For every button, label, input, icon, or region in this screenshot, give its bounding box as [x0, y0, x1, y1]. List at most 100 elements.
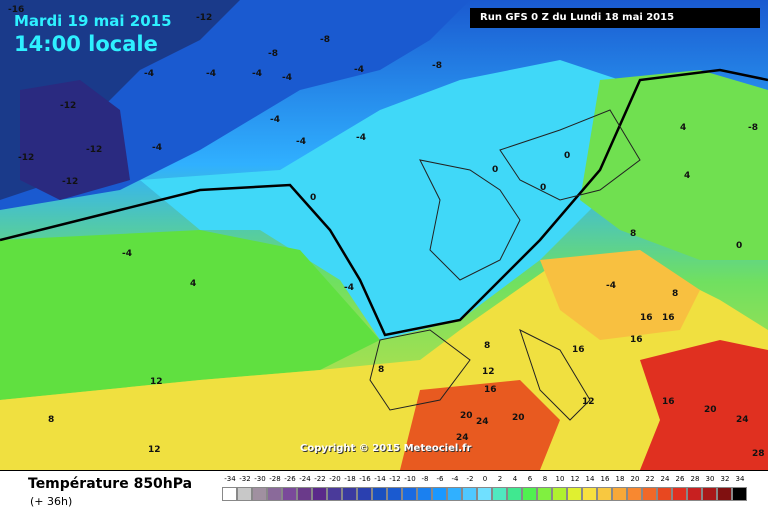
scale-swatch [267, 487, 282, 501]
isotherm-label: 16 [630, 335, 643, 345]
scale-swatch [597, 487, 612, 501]
coastline-scandinavia [499, 109, 641, 201]
isotherm-label: 16 [484, 385, 497, 395]
coastline-british-isles [419, 159, 521, 281]
isotherm-label: 0 [564, 151, 570, 161]
isotherm-label: -4 [252, 69, 262, 79]
scale-swatch [507, 487, 522, 501]
scale-tick-label: 14 [585, 475, 595, 483]
isotherm-label: 16 [572, 345, 585, 355]
green-zone-east [580, 70, 768, 260]
isotherm-label: 8 [630, 229, 636, 239]
scale-tick-label: 6 [527, 475, 533, 483]
greenland-core [20, 80, 130, 200]
scale-swatch [642, 487, 657, 501]
scale-swatch [282, 487, 297, 501]
scale-tick-label: 26 [675, 475, 685, 483]
isotherm-label: 0 [736, 241, 742, 251]
isotherm-label: -12 [196, 13, 212, 23]
isotherm-label: 0 [310, 193, 316, 203]
scale-swatch [672, 487, 687, 501]
scale-tick-label: -12 [389, 475, 401, 483]
scale-swatch [327, 487, 342, 501]
scale-tick-label: 2 [497, 475, 503, 483]
scale-swatch [372, 487, 387, 501]
isotherm-label: 8 [378, 365, 384, 375]
scale-tick-label: -14 [374, 475, 386, 483]
scale-swatch [252, 487, 267, 501]
scale-swatch [567, 487, 582, 501]
scale-swatch [342, 487, 357, 501]
temperature-850hpa-map: -16 -12 -12 -12 -12 -12 -8 -8 -8 -4 -4 -4 -4 -4 -4 -4 -4… [0, 0, 768, 470]
zero-isotherm [0, 68, 768, 337]
scale-swatch [492, 487, 507, 501]
isotherm-label: 20 [512, 413, 525, 423]
scale-swatch [417, 487, 432, 501]
isotherm-label: -4 [296, 137, 306, 147]
isotherm-label: 16 [662, 397, 675, 407]
scale-swatch [447, 487, 462, 501]
forecast-date: Mardi 19 mai 2015 [14, 12, 172, 30]
hot-zone-africa [400, 380, 560, 470]
scale-tick-label: 30 [705, 475, 715, 483]
scale-swatch [687, 487, 702, 501]
scale-swatch [222, 487, 237, 501]
scale-tick-label: 34 [735, 475, 745, 483]
isotherm-label: -4 [270, 115, 280, 125]
scale-tick-label: -20 [329, 475, 341, 483]
scale-tick-label: 16 [600, 475, 610, 483]
scale-swatch [312, 487, 327, 501]
scale-tick-label: -32 [239, 475, 251, 483]
isotherm-label: -4 [354, 65, 364, 75]
scale-swatch [612, 487, 627, 501]
scale-tick-label: -16 [359, 475, 371, 483]
copyright-notice: Copyright © 2015 Meteociel.fr [300, 443, 472, 454]
scale-tick-label: -24 [299, 475, 311, 483]
legend-footer: Température 850hPa (+ 36h) -34 -32 -30 -28-… [0, 470, 768, 512]
isotherm-label: 28 [752, 449, 765, 459]
forecast-time: 14:00 locale [14, 32, 158, 56]
isotherm-label: 12 [482, 367, 495, 377]
isotherm-label: 20 [460, 411, 473, 421]
isotherm-label: -4 [206, 69, 216, 79]
scale-swatch [522, 487, 537, 501]
isotherm-label: 0 [540, 183, 546, 193]
isotherm-label: 16 [640, 313, 653, 323]
isotherm-label: -8 [268, 49, 278, 59]
isotherm-label: 8 [48, 415, 54, 425]
scale-swatch [657, 487, 672, 501]
scale-tick-label: -18 [344, 475, 356, 483]
scale-swatch [402, 487, 417, 501]
scale-swatch [537, 487, 552, 501]
cyan-zone-central [140, 60, 620, 340]
scale-swatch [717, 487, 732, 501]
isotherm-label: 4 [684, 171, 690, 181]
isotherm-label: -4 [344, 283, 354, 293]
scale-tick-label: -8 [421, 475, 429, 483]
isotherm-label: -4 [356, 133, 366, 143]
isotherm-label: 4 [190, 279, 196, 289]
scale-tick-label: -6 [436, 475, 444, 483]
isotherm-label: -8 [748, 123, 758, 133]
scale-swatch [582, 487, 597, 501]
scale-tick-label: -30 [254, 475, 266, 483]
scale-tick-label: 32 [720, 475, 730, 483]
scale-swatch [627, 487, 642, 501]
scale-swatch [237, 487, 252, 501]
scale-tick-label: 18 [615, 475, 625, 483]
scale-swatch [462, 487, 477, 501]
isotherm-label: 12 [150, 377, 163, 387]
isotherm-label: 8 [484, 341, 490, 351]
isotherm-label: 0 [492, 165, 498, 175]
scale-tick-label: 10 [555, 475, 565, 483]
green-zone-atlantic [0, 230, 380, 400]
scale-tick-label: -26 [284, 475, 296, 483]
scale-swatch [357, 487, 372, 501]
isotherm-label: -16 [8, 5, 24, 15]
scale-tick-label: 8 [542, 475, 548, 483]
isotherm-label: -4 [144, 69, 154, 79]
coastline-italy [519, 329, 591, 421]
scale-swatch [702, 487, 717, 501]
scale-swatch [552, 487, 567, 501]
